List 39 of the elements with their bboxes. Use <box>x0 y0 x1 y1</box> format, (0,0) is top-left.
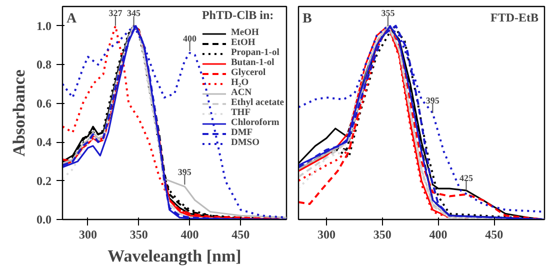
legend-label: Butan-1-ol <box>230 58 274 68</box>
y-tick-label: 0.4 <box>36 135 52 150</box>
chart-title: FTD-EtB <box>490 10 538 24</box>
legend-label: ACN <box>230 88 252 98</box>
annotation: 395 <box>178 166 192 177</box>
x-tick-label: 400 <box>180 228 199 242</box>
y-tick-label: 0.2 <box>36 174 52 188</box>
legend-label: MeOH <box>230 28 259 38</box>
y-tick-label: 1.0 <box>36 18 52 33</box>
y-tick-label: 0.0 <box>36 212 52 226</box>
y-axis-title: Absorbance <box>10 69 28 156</box>
legend-label: DMSO <box>230 138 260 148</box>
x-tick-label: 450 <box>485 228 504 242</box>
legend-label: Glycerol <box>230 68 266 78</box>
annotation: 327 <box>108 8 123 18</box>
x-tick-label: 300 <box>78 228 97 242</box>
legend-label: Ethyl acetate <box>230 98 284 108</box>
annotation: B <box>302 12 312 26</box>
x-tick-label: 300 <box>317 228 336 242</box>
legend-label: THF <box>230 108 251 118</box>
legend-label: DMF <box>230 128 253 138</box>
annotation: 355 <box>381 8 396 18</box>
annotation: 345 <box>127 8 142 18</box>
legend-label: Propan-1-ol <box>230 48 280 58</box>
x-tick-label: 350 <box>130 228 148 242</box>
annotation: 425 <box>459 172 474 183</box>
annotation: A <box>66 12 78 26</box>
legend-title: PhTD-ClB in: <box>202 8 275 23</box>
legend-label: Chloroform <box>230 118 280 128</box>
annotation: 400 <box>183 33 198 44</box>
x-tick-label: 450 <box>232 228 250 242</box>
y-tick-label: 0.6 <box>36 96 52 110</box>
y-tick-label: 0.8 <box>36 58 52 72</box>
legend-label: H₂O <box>230 78 250 88</box>
annotation: 395 <box>426 95 440 106</box>
x-tick-label: 400 <box>429 228 448 242</box>
x-tick-label: 350 <box>373 228 392 242</box>
x-axis-title: Waveleangth [nm] <box>108 246 242 266</box>
legend-label: EtOH <box>230 38 256 48</box>
